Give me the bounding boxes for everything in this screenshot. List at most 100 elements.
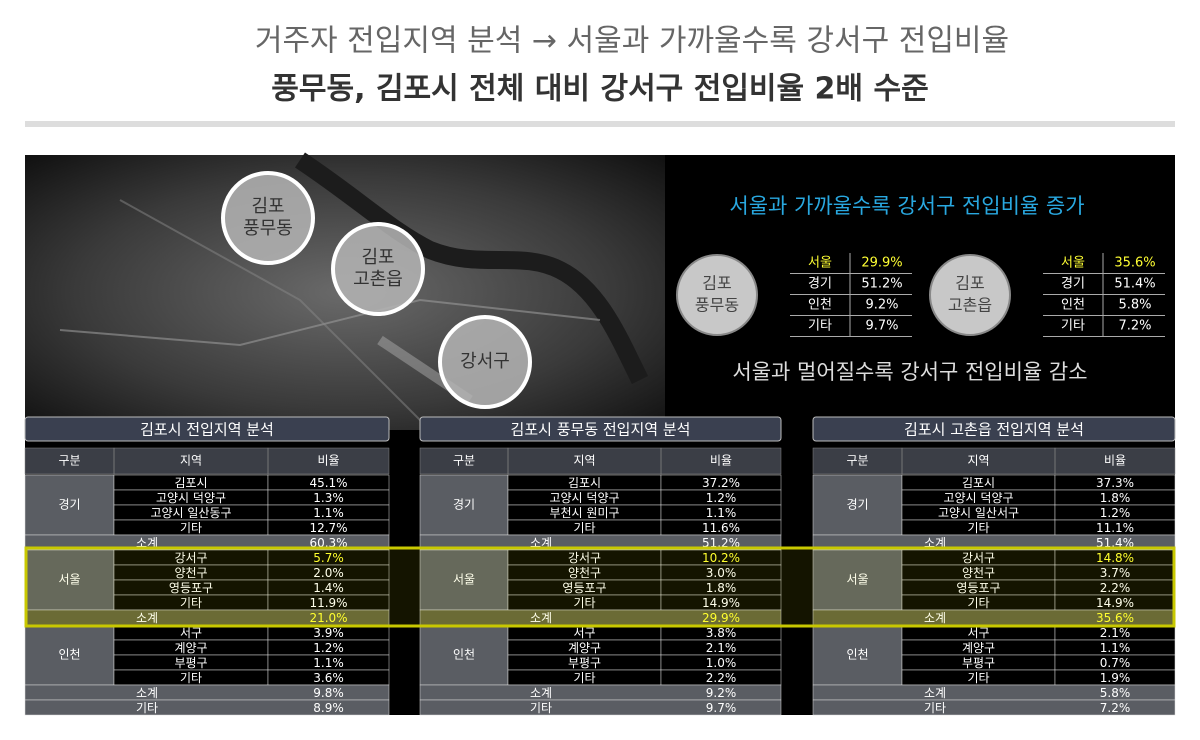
other-label: 기타 — [530, 701, 552, 715]
summary-ratio: 5.8% — [1118, 298, 1151, 313]
table-title-bar — [812, 416, 1176, 442]
summary-ratio: 51.2% — [861, 277, 902, 292]
summary-label: 고촌읍 — [948, 296, 992, 315]
column-header: 지역 — [180, 454, 202, 468]
region: 기타 — [180, 521, 202, 535]
subtotal-ratio: 5.8% — [1100, 686, 1131, 700]
region: 김포시 — [568, 476, 601, 490]
region: 강서구 — [568, 551, 601, 565]
subtotal-label: 소계 — [136, 686, 158, 700]
ratio: 1.2% — [313, 641, 344, 655]
column-header: 구분 — [846, 454, 868, 468]
region: 계양구 — [962, 641, 995, 655]
group-cell — [24, 549, 115, 611]
region: 기타 — [967, 596, 989, 610]
table-header — [25, 448, 389, 474]
ratio: 1.4% — [313, 581, 344, 595]
ratio: 3.6% — [313, 671, 344, 685]
other-ratio: 8.9% — [313, 701, 344, 715]
map-label: 김포 — [361, 247, 394, 268]
region: 강서구 — [962, 551, 995, 565]
group-cell — [419, 474, 509, 536]
region: 고양시 덕양구 — [549, 491, 619, 505]
group-name: 인천 — [453, 647, 475, 662]
subtotal-label: 소계 — [136, 611, 158, 625]
map-label: 김포 — [251, 196, 284, 217]
ratio: 1.1% — [1100, 641, 1131, 655]
map-circle — [438, 315, 532, 409]
ratio: 2.2% — [706, 671, 737, 685]
map-circle — [221, 171, 315, 265]
group-name: 인천 — [58, 647, 80, 662]
region: 영등포구 — [169, 581, 213, 595]
column-header: 비율 — [710, 454, 732, 468]
ratio: 2.1% — [706, 641, 737, 655]
region: 부평구 — [568, 656, 601, 670]
map-label: 고촌읍 — [353, 269, 403, 290]
summary-ratio: 35.6% — [1114, 256, 1155, 271]
other-row — [812, 699, 1176, 716]
region: 서구 — [180, 626, 202, 640]
divider — [25, 121, 1175, 127]
ratio: 1.1% — [706, 506, 737, 520]
region: 기타 — [967, 521, 989, 535]
ratio: 1.9% — [1100, 671, 1131, 685]
subtotal-ratio: 9.2% — [706, 686, 737, 700]
ratio: 3.7% — [1100, 566, 1131, 580]
group-cell — [812, 474, 903, 536]
map-label: 풍무동 — [243, 218, 293, 239]
other-ratio: 7.2% — [1100, 701, 1131, 715]
summary-circle — [929, 254, 1011, 336]
table-title: 김포시 고촌읍 전입지역 분석 — [904, 421, 1084, 439]
ratio: 1.8% — [1100, 491, 1131, 505]
summary-region: 서울 — [1061, 256, 1085, 271]
region: 서구 — [967, 626, 989, 640]
region: 고양시 덕양구 — [156, 491, 226, 505]
summary-region: 인천 — [808, 298, 832, 313]
ratio: 2.0% — [313, 566, 344, 580]
summary-region: 인천 — [1061, 298, 1085, 313]
other-label: 기타 — [136, 701, 158, 715]
ratio: 37.3% — [1096, 476, 1134, 490]
column-header: 구분 — [453, 454, 475, 468]
other-row — [24, 699, 390, 716]
ratio: 11.6% — [702, 521, 740, 535]
header-cell — [1054, 447, 1176, 475]
ratio: 3.9% — [313, 626, 344, 640]
summary-region: 기타 — [808, 319, 832, 334]
ratio: 1.1% — [313, 506, 344, 520]
subtotal-ratio: 35.6% — [1096, 611, 1134, 625]
group-cell — [812, 624, 903, 686]
table-title: 김포시 풍무동 전입지역 분석 — [511, 421, 691, 439]
summary-ratio: 9.2% — [865, 298, 898, 313]
region: 양천구 — [174, 565, 207, 580]
ratio: 3.0% — [706, 566, 737, 580]
table-title-bar — [419, 416, 782, 442]
region: 영등포구 — [562, 581, 606, 595]
ratio: 1.0% — [706, 656, 737, 670]
subtotal-label: 소계 — [530, 686, 552, 700]
ratio: 11.1% — [1096, 521, 1134, 535]
ratio: 1.2% — [1100, 506, 1131, 520]
summary-region: 서울 — [808, 256, 832, 271]
column-header: 구분 — [58, 454, 80, 468]
title: 거주자 전입지역 분석 → 서울과 가까울수록 강서구 전입비율 — [255, 24, 1009, 59]
table-title: 김포시 전입지역 분석 — [140, 421, 274, 439]
region: 기타 — [180, 596, 202, 610]
region: 서구 — [573, 626, 595, 640]
subtotal-ratio: 9.8% — [313, 686, 344, 700]
region: 기타 — [573, 521, 595, 535]
ratio: 2.1% — [1100, 626, 1131, 640]
region: 부천시 원미구 — [549, 505, 619, 520]
table-header — [420, 448, 781, 474]
summary-label: 김포 — [702, 274, 731, 293]
summary-ratio: 51.4% — [1114, 277, 1155, 292]
group-cell — [419, 624, 509, 686]
summary-ratio: 9.7% — [865, 319, 898, 334]
region: 기타 — [967, 671, 989, 685]
group-cell — [812, 549, 903, 611]
ratio: 14.9% — [1096, 596, 1134, 610]
region: 기타 — [573, 596, 595, 610]
summary-circle — [676, 254, 758, 336]
